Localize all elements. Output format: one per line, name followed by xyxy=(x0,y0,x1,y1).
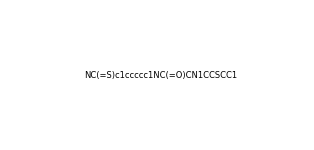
Text: NC(=S)c1ccccc1NC(=O)CN1CCSCC1: NC(=S)c1ccccc1NC(=O)CN1CCSCC1 xyxy=(84,71,237,80)
